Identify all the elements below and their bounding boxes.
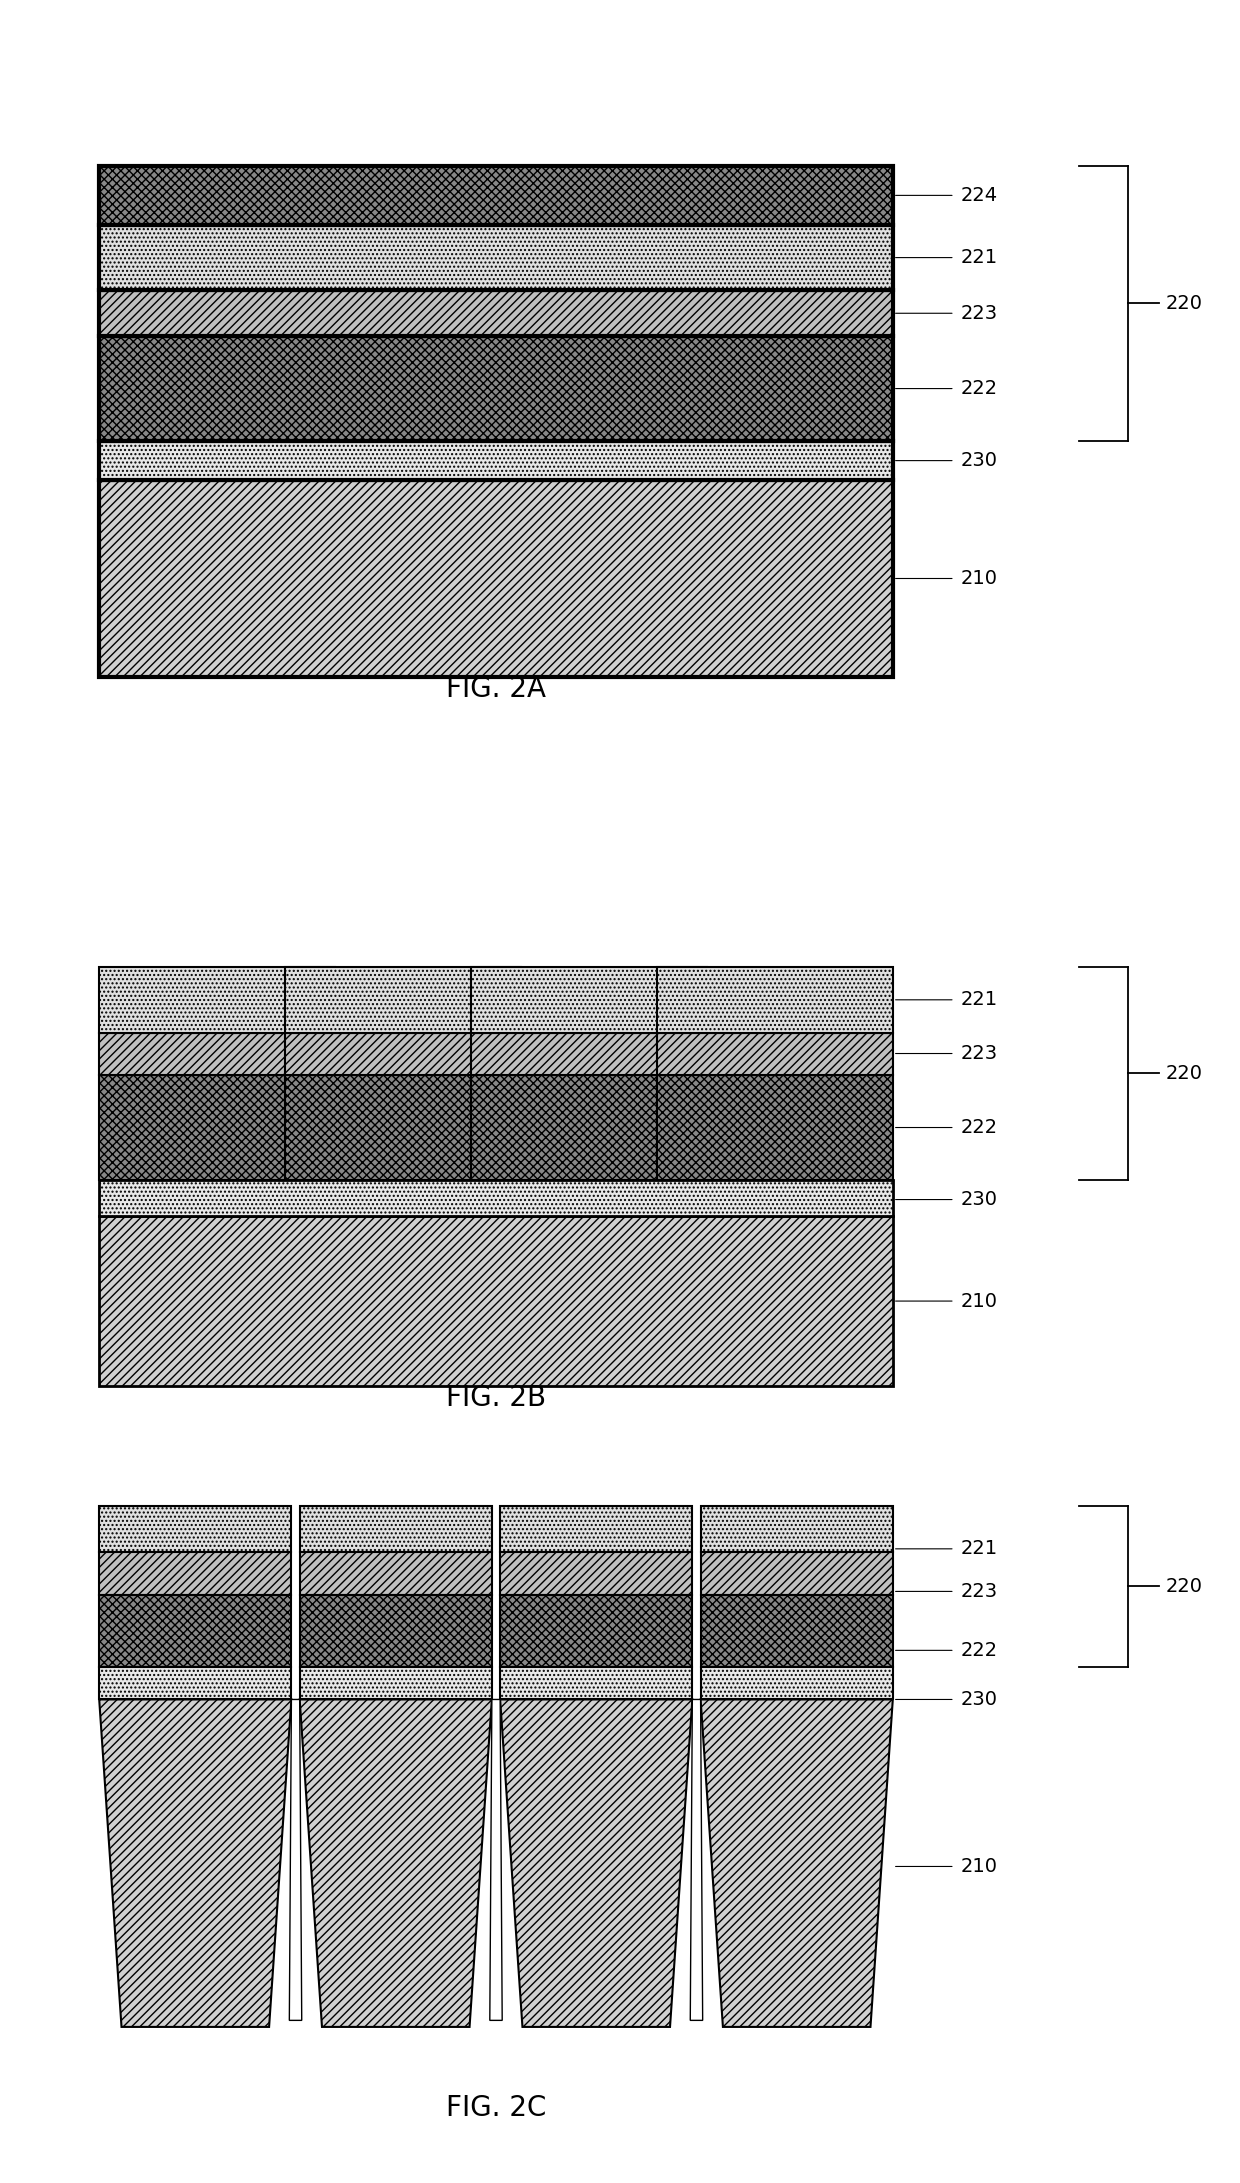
- Bar: [99, 1216, 893, 1386]
- Bar: [300, 1668, 492, 1698]
- Bar: [99, 1594, 291, 1668]
- Bar: [99, 967, 335, 1033]
- Bar: [99, 1506, 291, 1552]
- Bar: [500, 1552, 692, 1594]
- Text: 210: 210: [961, 1292, 998, 1310]
- Bar: [99, 1033, 335, 1076]
- Bar: [471, 967, 707, 1033]
- Text: 220: 220: [1166, 295, 1203, 312]
- Bar: [300, 1506, 492, 1552]
- Text: 222: 222: [961, 380, 998, 397]
- Polygon shape: [289, 1698, 301, 2021]
- Bar: [285, 1076, 521, 1179]
- Bar: [99, 441, 893, 480]
- Text: 221: 221: [961, 249, 998, 266]
- Bar: [701, 1668, 893, 1698]
- Text: 230: 230: [961, 1690, 998, 1709]
- Polygon shape: [300, 1698, 492, 2026]
- Text: FIG. 2B: FIG. 2B: [446, 1384, 546, 1412]
- Bar: [285, 1033, 521, 1076]
- Bar: [657, 967, 893, 1033]
- Bar: [99, 225, 893, 290]
- Polygon shape: [701, 1698, 893, 2026]
- Polygon shape: [99, 1698, 291, 2026]
- Bar: [99, 290, 893, 336]
- Text: 222: 222: [961, 1642, 998, 1659]
- Bar: [657, 1033, 893, 1076]
- Bar: [99, 1179, 893, 1216]
- Text: FIG. 2C: FIG. 2C: [446, 2093, 546, 2122]
- Bar: [300, 1552, 492, 1594]
- Text: 230: 230: [961, 1190, 998, 1209]
- Text: 220: 220: [1166, 1063, 1203, 1083]
- Bar: [99, 166, 893, 225]
- Polygon shape: [691, 1698, 703, 2021]
- Bar: [500, 1594, 692, 1668]
- Bar: [99, 480, 893, 677]
- Bar: [99, 1552, 291, 1594]
- Text: 223: 223: [961, 303, 998, 323]
- Text: 220: 220: [1166, 1576, 1203, 1596]
- Text: 210: 210: [961, 1858, 998, 1875]
- Text: 221: 221: [961, 991, 998, 1009]
- Text: 210: 210: [961, 570, 998, 587]
- Bar: [471, 1033, 707, 1076]
- Text: 224: 224: [961, 186, 998, 205]
- Bar: [300, 1594, 492, 1668]
- Bar: [701, 1552, 893, 1594]
- Polygon shape: [500, 1698, 692, 2026]
- Bar: [99, 336, 893, 441]
- Bar: [471, 1076, 707, 1179]
- Bar: [701, 1506, 893, 1552]
- Bar: [500, 1668, 692, 1698]
- Text: 221: 221: [961, 1539, 998, 1559]
- Bar: [500, 1506, 692, 1552]
- Bar: [99, 1076, 335, 1179]
- Text: FIG. 2A: FIG. 2A: [446, 675, 546, 703]
- Bar: [285, 967, 521, 1033]
- Bar: [701, 1594, 893, 1668]
- Text: 222: 222: [961, 1118, 998, 1137]
- Text: 223: 223: [961, 1583, 998, 1600]
- Bar: [657, 1076, 893, 1179]
- Polygon shape: [490, 1698, 502, 2021]
- Text: 223: 223: [961, 1043, 998, 1063]
- Text: 230: 230: [961, 452, 998, 469]
- Bar: [99, 1668, 291, 1698]
